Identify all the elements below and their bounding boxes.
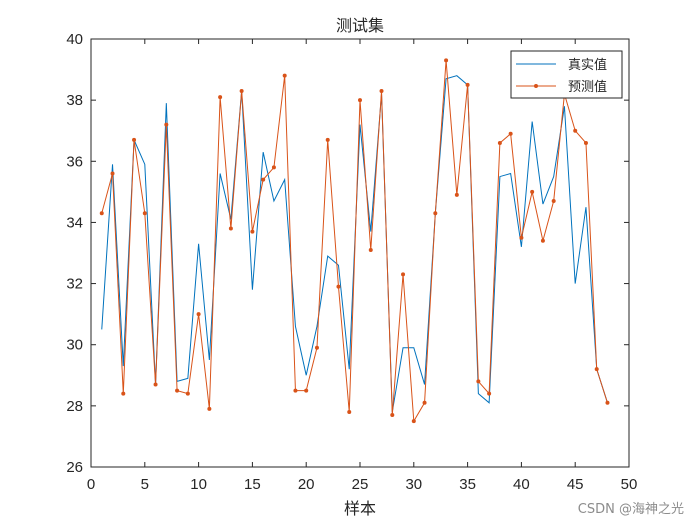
- data-point-2: [605, 400, 610, 405]
- data-point-2: [271, 165, 276, 170]
- y-tick-label: 32: [66, 276, 83, 293]
- data-point-2: [444, 58, 449, 63]
- x-tick-label: 5: [141, 476, 149, 493]
- data-point-2: [401, 272, 406, 277]
- data-point-2: [390, 413, 395, 418]
- data-point-2: [99, 211, 104, 216]
- data-point-2: [153, 382, 158, 387]
- data-point-2: [261, 177, 266, 182]
- y-tick-label: 38: [66, 92, 83, 109]
- data-point-2: [218, 95, 223, 100]
- y-tick-label: 26: [66, 459, 83, 476]
- data-point-2: [110, 171, 115, 176]
- legend-label-1: 真实值: [568, 57, 607, 73]
- series-layer: [99, 58, 610, 424]
- data-point-2: [314, 345, 319, 350]
- x-tick-label: 35: [459, 476, 476, 493]
- data-point-2: [454, 192, 459, 197]
- data-point-2: [121, 391, 126, 396]
- data-point-2: [465, 82, 470, 87]
- data-point-2: [239, 88, 244, 93]
- legend-box: [510, 50, 623, 99]
- data-point-2: [519, 235, 524, 240]
- data-point-2: [551, 199, 556, 204]
- x-tick-label: 10: [190, 476, 207, 493]
- data-point-2: [497, 140, 502, 145]
- data-point-2: [347, 409, 352, 414]
- data-point-2: [358, 98, 362, 103]
- y-tick-label: 36: [66, 153, 83, 170]
- data-point-2: [164, 122, 169, 127]
- data-point-2: [282, 73, 287, 78]
- x-tick-label: 0: [87, 476, 95, 493]
- data-point-2: [250, 229, 255, 234]
- x-axis-title: 样本: [344, 499, 376, 518]
- data-point-2: [142, 211, 147, 216]
- data-point-2: [175, 388, 180, 393]
- data-point-2: [476, 379, 481, 384]
- data-point-2: [411, 419, 416, 424]
- data-point-2: [573, 128, 578, 133]
- watermark-text: CSDN @海神之光: [578, 502, 684, 517]
- axes: 0 5 10 15 20 25 30 35 40 45 50 26 28 30 32 34 36 38 40: [66, 31, 637, 493]
- data-point-2: [433, 211, 438, 216]
- data-point-2: [304, 388, 309, 393]
- y-tick-label: 30: [66, 337, 83, 354]
- data-point-2: [336, 284, 341, 289]
- x-tick-label: 50: [621, 476, 638, 493]
- data-point-2: [207, 406, 212, 411]
- data-point-2: [583, 140, 588, 145]
- data-point-2: [422, 400, 427, 405]
- x-tick-label: 30: [405, 476, 422, 493]
- data-point-2: [196, 312, 201, 317]
- x-tick-label: 25: [352, 476, 369, 493]
- chart-title: 测试集: [336, 16, 384, 35]
- x-tick-label: 40: [513, 476, 530, 493]
- data-point-2: [379, 88, 384, 93]
- data-point-2: [293, 388, 298, 393]
- x-tick-label: 45: [567, 476, 584, 493]
- data-point-2: [185, 391, 190, 396]
- data-point-2: [594, 367, 599, 372]
- y-tick-label: 34: [66, 214, 83, 231]
- y-tick-label: 28: [66, 398, 83, 415]
- x-tick-label: 20: [298, 476, 315, 493]
- legend-marker-2: [534, 84, 538, 88]
- data-point-2: [487, 391, 492, 396]
- data-point-2: [530, 189, 535, 194]
- data-point-2: [228, 226, 233, 231]
- legend-label-2: 预测值: [568, 79, 607, 95]
- x-tick-label: 15: [244, 476, 261, 493]
- data-point-2: [540, 238, 545, 243]
- data-point-2: [368, 247, 373, 252]
- data-point-2: [508, 131, 513, 136]
- y-tick-label: 40: [66, 31, 83, 48]
- data-point-2: [132, 137, 137, 142]
- data-point-2: [325, 137, 330, 142]
